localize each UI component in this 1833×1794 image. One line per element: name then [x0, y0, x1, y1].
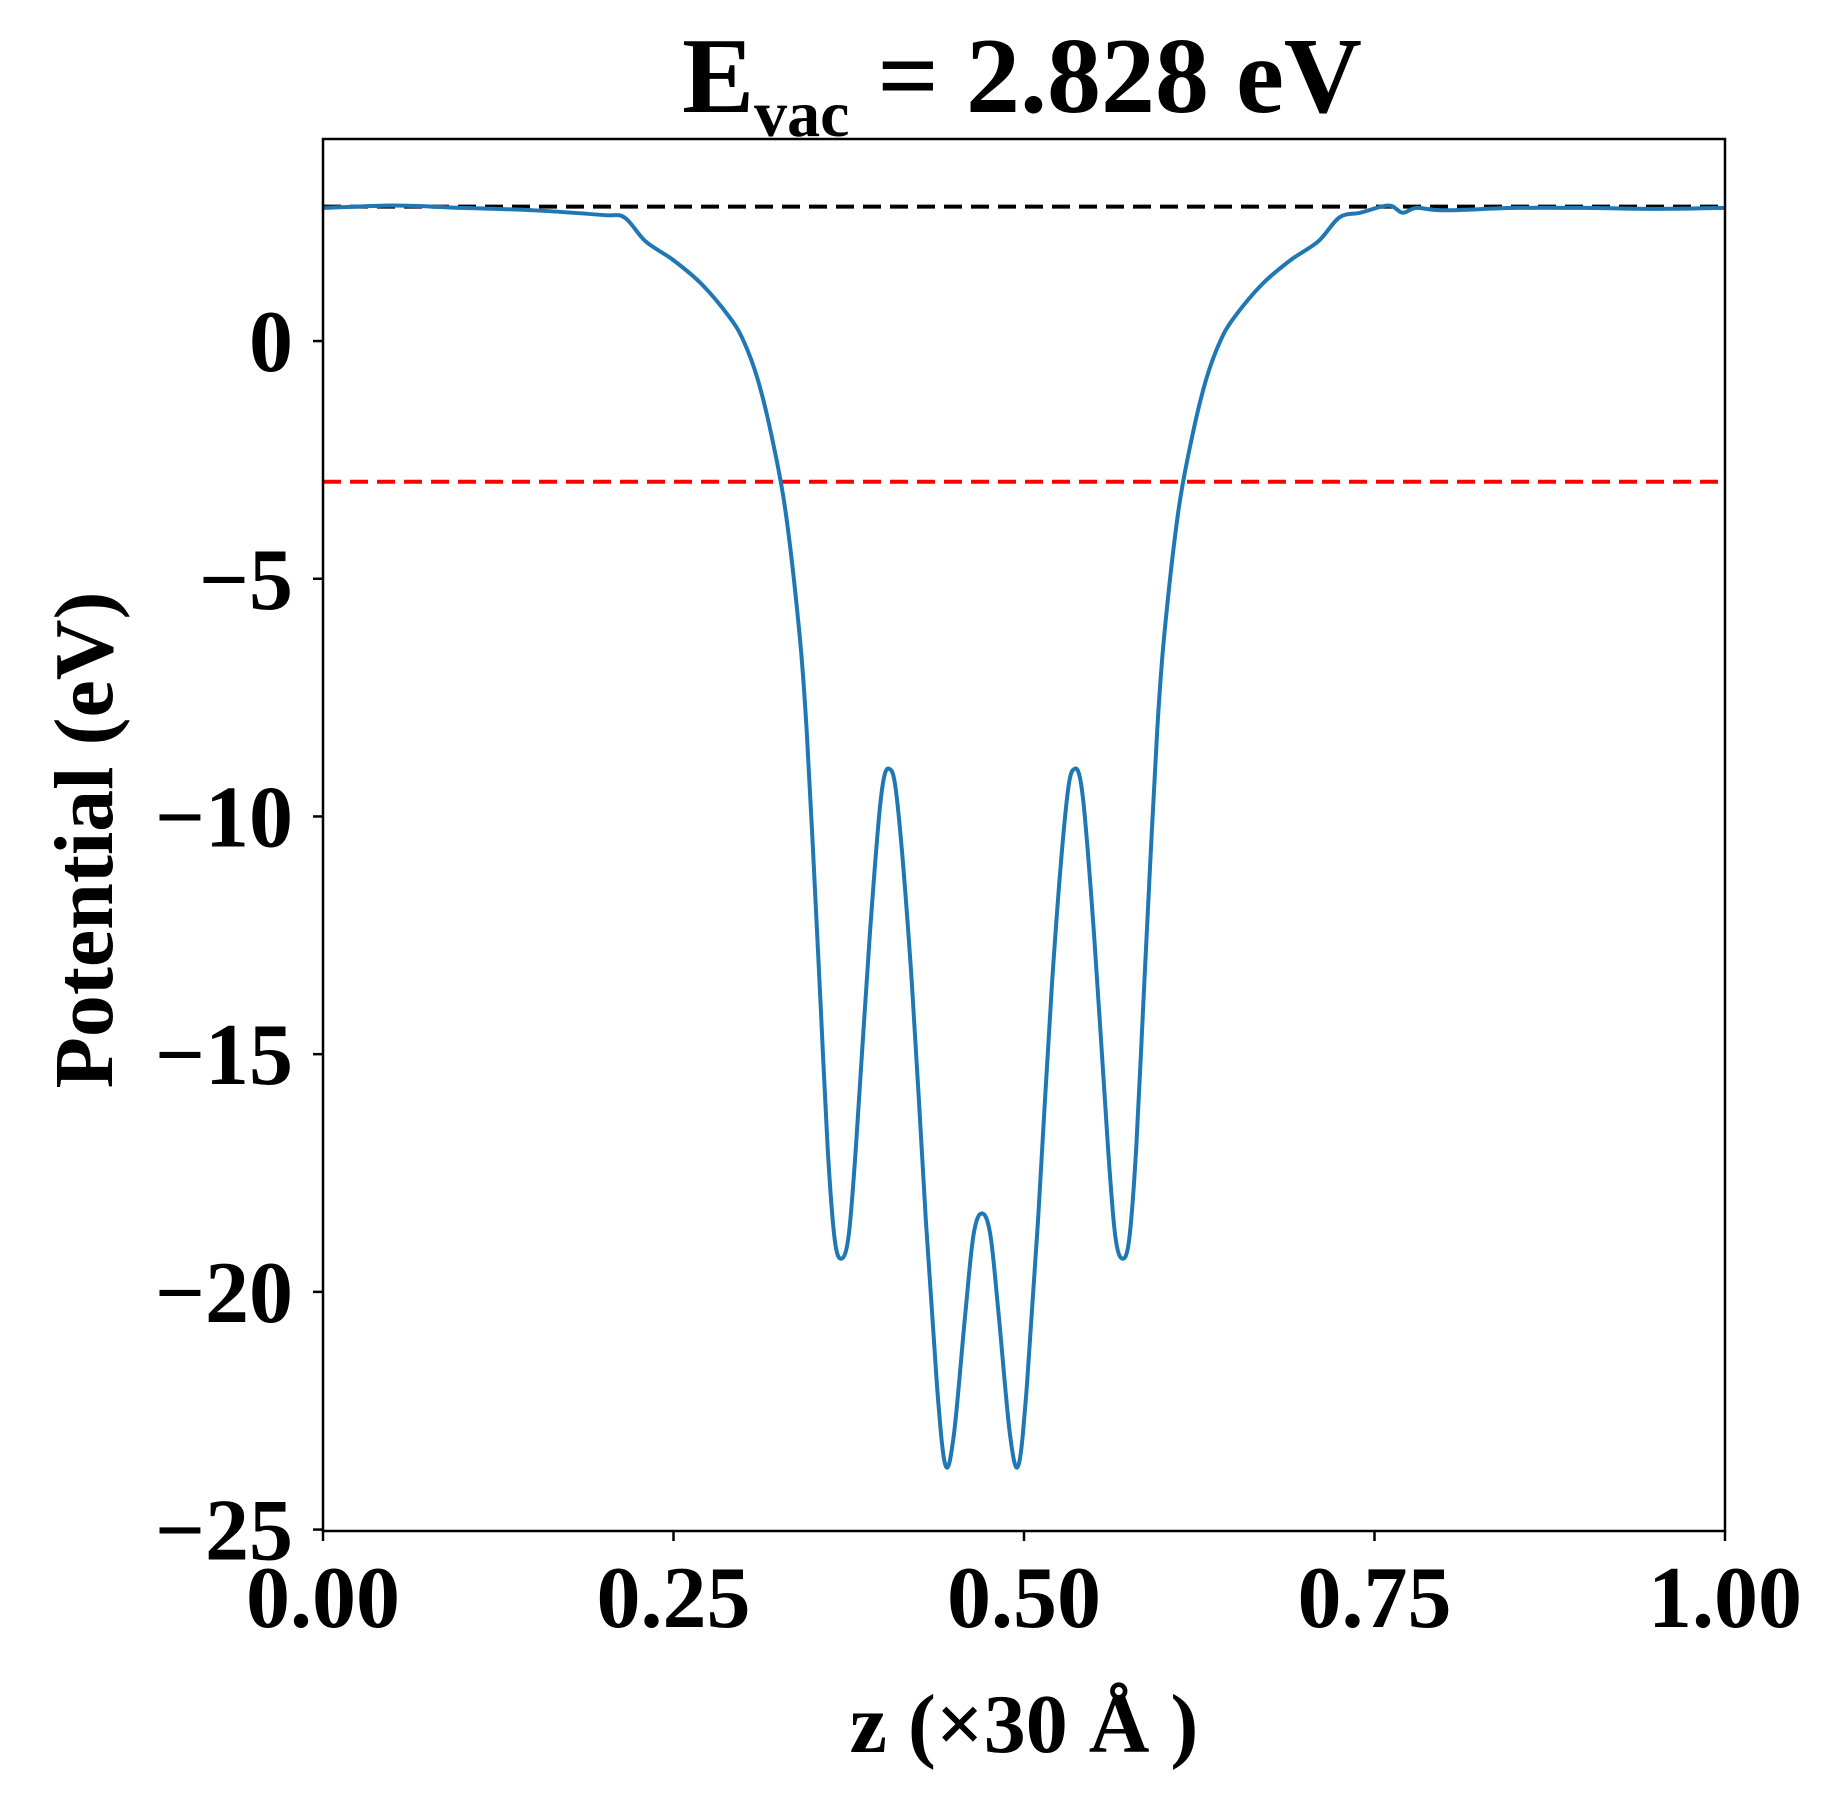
x-tick-label: 1.00	[1648, 1550, 1802, 1647]
y-tick-label: 0	[249, 294, 293, 391]
y-tick-label: −10	[155, 769, 293, 866]
y-tick-label: −25	[155, 1483, 293, 1580]
plot-frame	[321, 137, 1727, 1533]
x-axis-label: z (×30 Å )	[850, 1678, 1199, 1771]
x-tick-label: 0.50	[947, 1550, 1101, 1647]
y-tick-label: −15	[155, 1007, 293, 1104]
chart-title: Evac = 2.828 eV	[682, 17, 1362, 151]
y-axis-label: Potential (eV)	[38, 592, 131, 1089]
title-rest: = 2.828 eV	[877, 17, 1361, 136]
y-tick-label: −5	[199, 532, 293, 629]
x-tick-label: 0.25	[597, 1550, 751, 1647]
title-main: E	[682, 17, 754, 136]
x-tick-label: 0.00	[246, 1550, 400, 1647]
line-series	[322, 203, 1726, 1470]
y-tick-label: −20	[155, 1245, 293, 1342]
x-tick-label: 0.75	[1298, 1550, 1452, 1647]
